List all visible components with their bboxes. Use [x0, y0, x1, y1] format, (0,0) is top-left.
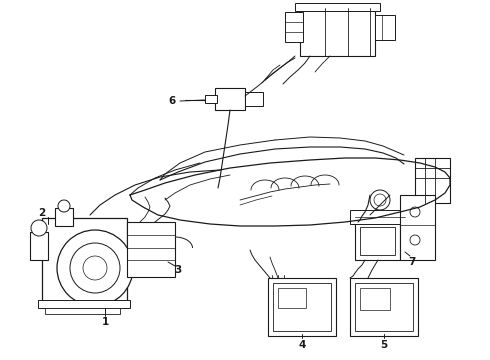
Bar — [205, 95, 217, 103]
Circle shape — [58, 200, 70, 212]
Bar — [245, 92, 263, 106]
Text: 6: 6 — [169, 96, 175, 106]
Bar — [268, 278, 336, 336]
Bar — [355, 222, 400, 260]
Circle shape — [410, 235, 420, 245]
Circle shape — [31, 220, 47, 236]
Bar — [300, 8, 375, 56]
Bar — [215, 88, 245, 110]
Text: 5: 5 — [380, 340, 388, 350]
Circle shape — [83, 256, 107, 280]
Bar — [375, 15, 395, 40]
Bar — [127, 222, 175, 277]
Bar — [278, 288, 306, 308]
Bar — [360, 288, 390, 310]
Bar — [415, 158, 450, 203]
Bar — [355, 283, 413, 331]
Bar — [400, 195, 435, 260]
Circle shape — [70, 243, 120, 293]
Bar — [45, 308, 120, 314]
Bar — [350, 210, 405, 224]
Bar — [360, 227, 395, 255]
Circle shape — [370, 190, 390, 210]
Bar — [30, 232, 48, 260]
Bar — [38, 300, 130, 308]
Circle shape — [374, 194, 386, 206]
Circle shape — [57, 230, 133, 306]
Bar — [295, 3, 380, 11]
Bar — [350, 278, 418, 336]
Bar — [273, 283, 331, 331]
Text: 7: 7 — [408, 257, 416, 267]
Text: 4: 4 — [298, 340, 306, 350]
Bar — [285, 12, 303, 42]
Text: 1: 1 — [101, 317, 109, 327]
Text: 2: 2 — [38, 208, 46, 218]
Text: 3: 3 — [174, 265, 182, 275]
Circle shape — [410, 207, 420, 217]
Bar — [55, 208, 73, 226]
Bar — [42, 218, 127, 303]
